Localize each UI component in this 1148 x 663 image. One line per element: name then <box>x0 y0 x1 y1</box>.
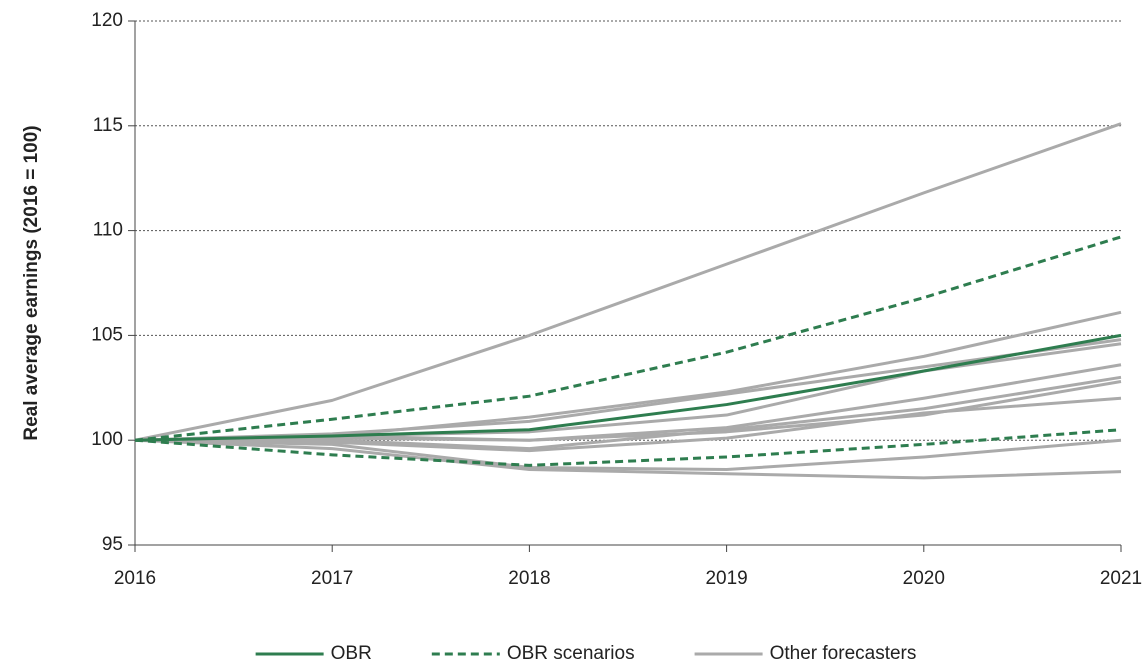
x-tick-label: 2016 <box>114 568 156 589</box>
x-tick-label: 2020 <box>903 568 945 589</box>
y-tick-label: 115 <box>93 115 123 136</box>
y-tick-label: 120 <box>91 10 123 31</box>
y-tick-label: 105 <box>91 324 123 345</box>
legend-label: OBR scenarios <box>507 643 635 663</box>
y-tick-label: 110 <box>93 220 123 241</box>
series-line <box>134 438 1122 480</box>
series-line <box>134 333 1122 442</box>
x-tick-label: 2021 <box>1100 568 1142 589</box>
y-tick-label: 95 <box>102 534 123 555</box>
series-line <box>134 438 1122 472</box>
series-line <box>134 428 1122 467</box>
series-line <box>135 375 1122 451</box>
series-line <box>134 122 1122 442</box>
legend: OBR OBR scenarios Other forecasters <box>255 643 917 663</box>
y-axis-label: Real average earnings (2016 = 100) <box>21 125 42 440</box>
y-tick-label: 100 <box>91 429 123 450</box>
x-tick-label: 2018 <box>508 568 550 589</box>
x-tick-label: 2019 <box>705 568 747 589</box>
series-line <box>134 396 1122 453</box>
series-line <box>134 338 1122 442</box>
x-tick-label: 2017 <box>311 568 353 589</box>
series-line <box>134 363 1122 442</box>
legend-label: Other forecasters <box>770 643 917 663</box>
series-line <box>134 235 1122 442</box>
legend-label: OBR <box>331 643 372 663</box>
series-line <box>134 310 1122 442</box>
